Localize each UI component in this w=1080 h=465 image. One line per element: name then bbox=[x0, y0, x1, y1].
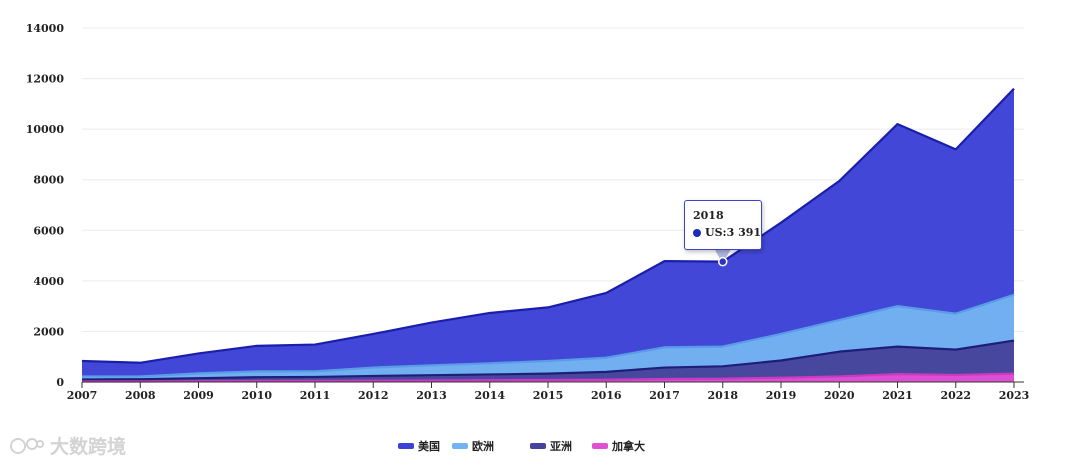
series-areas bbox=[81, 87, 1015, 383]
tooltip-pointer bbox=[713, 247, 732, 264]
tooltip-dot-icon bbox=[693, 229, 701, 237]
area-series-3[interactable] bbox=[82, 373, 1014, 382]
hover-point[interactable] bbox=[718, 256, 728, 267]
x-tick-label: 2007 bbox=[67, 389, 98, 402]
legend-label: 美国 bbox=[418, 440, 440, 453]
x-tick-label: 2021 bbox=[882, 389, 913, 402]
x-tick-label: 2008 bbox=[125, 389, 156, 402]
line-series-1 bbox=[82, 293, 1015, 378]
x-tick-label: 2015 bbox=[533, 389, 564, 402]
legend-label: 亚洲 bbox=[550, 440, 572, 453]
legend-label: 加拿大 bbox=[612, 440, 645, 453]
watermark-text: 大数跨境 bbox=[50, 436, 127, 458]
x-tick-label: 2013 bbox=[416, 389, 447, 402]
x-tick-label: 2009 bbox=[183, 389, 214, 402]
tooltip: 2018 US:3 391 bbox=[684, 200, 762, 250]
legend-swatch-icon bbox=[398, 443, 414, 449]
y-tick-label: 12000 bbox=[26, 73, 65, 86]
y-tick-label: 4000 bbox=[33, 275, 64, 288]
y-tick-label: 0 bbox=[56, 376, 64, 389]
x-tick-label: 2014 bbox=[474, 389, 505, 402]
legend-label: 欧洲 bbox=[472, 440, 494, 453]
grid-lines bbox=[82, 27, 1024, 332]
x-axis: 2007 2008 2009 2010 2011 2012 2013 2014 2015 2016… bbox=[67, 381, 1030, 402]
legend-swatch-icon bbox=[592, 443, 608, 449]
legend-item-us[interactable]: 美国 bbox=[398, 438, 440, 454]
x-tick-label: 2017 bbox=[649, 389, 680, 402]
x-tick-label: 2022 bbox=[940, 389, 971, 402]
area-series-2[interactable] bbox=[82, 340, 1014, 382]
y-tick-label: 6000 bbox=[33, 224, 64, 237]
legend-swatch-icon bbox=[452, 443, 468, 449]
x-tick-label: 2016 bbox=[591, 389, 622, 402]
x-tick-label: 2023 bbox=[999, 389, 1030, 402]
legend-swatch-icon bbox=[530, 443, 546, 449]
line-series-2 bbox=[81, 339, 1015, 381]
watermark: 大数跨境 bbox=[10, 432, 126, 459]
x-tick-label: 2019 bbox=[766, 389, 797, 402]
x-tick-label: 2011 bbox=[300, 389, 331, 402]
legend-item-europe[interactable]: 欧洲 bbox=[452, 438, 494, 454]
y-tick-label: 8000 bbox=[33, 174, 64, 187]
y-tick-label: 2000 bbox=[33, 325, 64, 338]
tooltip-year: 2018 bbox=[693, 209, 724, 222]
x-tick-label: 2010 bbox=[241, 389, 272, 402]
tooltip-marker bbox=[713, 247, 732, 267]
legend-item-asia[interactable]: 亚洲 bbox=[530, 438, 572, 454]
tooltip-value: US:3 391 bbox=[705, 226, 762, 239]
line-series-0 bbox=[81, 87, 1015, 364]
watermark-logo-icon bbox=[10, 437, 44, 454]
y-tick-label: 14000 bbox=[26, 22, 65, 35]
legend-item-canada[interactable]: 加拿大 bbox=[592, 438, 645, 454]
x-tick-label: 2018 bbox=[707, 389, 738, 402]
y-axis: 0 2000 4000 6000 8000 10000 12000 14000 bbox=[26, 22, 65, 389]
x-tick-label: 2020 bbox=[824, 389, 855, 402]
area-series-0[interactable] bbox=[82, 88, 1014, 382]
y-tick-label: 10000 bbox=[26, 123, 65, 136]
x-tick-label: 2012 bbox=[358, 389, 389, 402]
line-series-3 bbox=[82, 372, 1015, 383]
